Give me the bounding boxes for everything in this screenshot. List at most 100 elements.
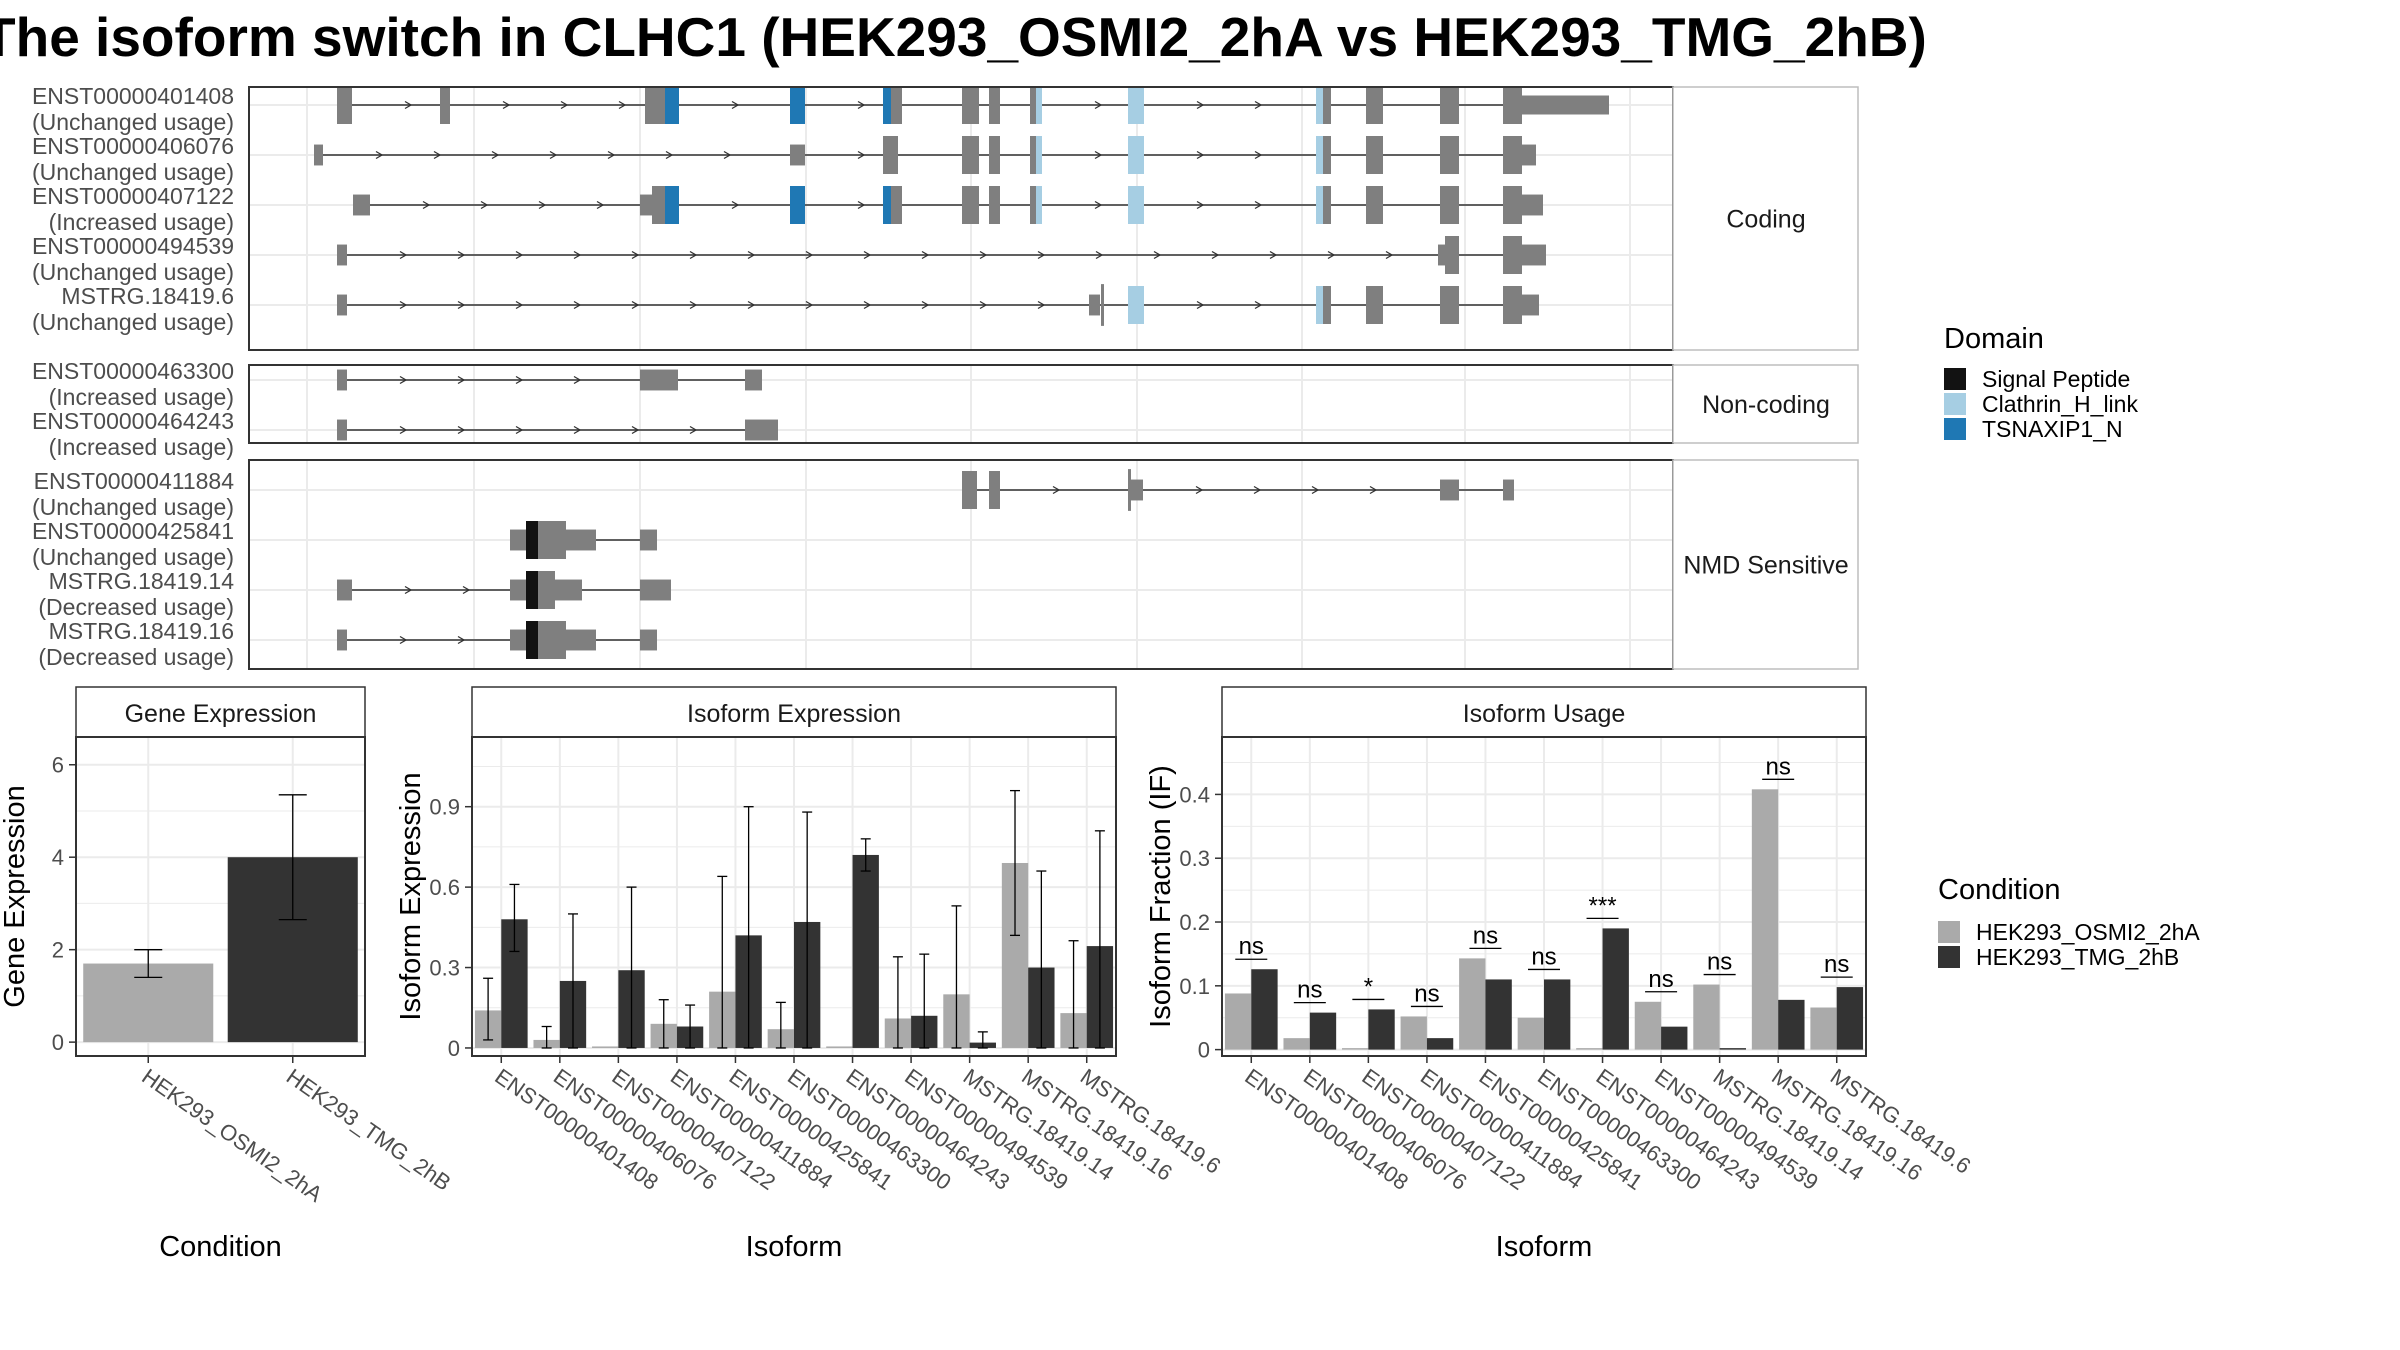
legend-key [1944, 368, 1966, 390]
x-axis-title: Condition [159, 1231, 282, 1263]
clathrin-domain-region [1316, 86, 1323, 124]
exon [1440, 86, 1459, 124]
intron-arrow [422, 200, 431, 210]
intron-arrow [1196, 300, 1205, 310]
exon [337, 369, 347, 391]
intron-arrow [573, 425, 582, 435]
intron-arrow [1153, 250, 1162, 260]
exon [1030, 86, 1036, 124]
exon [891, 186, 902, 224]
exon [745, 369, 762, 391]
exon [337, 294, 347, 316]
isoform-usage-label: (Unchanged usage) [32, 259, 234, 285]
exon [337, 419, 347, 441]
isoform-id-label: ENST00000494539 [32, 233, 234, 259]
bar [1342, 1048, 1369, 1050]
intron-arrow [689, 425, 698, 435]
intron-arrow [731, 200, 740, 210]
bar [1283, 1038, 1310, 1050]
exon [1323, 186, 1331, 224]
structure-strips: Coding Non-coding NMD Sensitive [248, 86, 1859, 670]
intron-arrow [747, 300, 756, 310]
plot-border [75, 736, 366, 1057]
clathrin-domain-region [1316, 286, 1323, 324]
bar [1778, 999, 1805, 1050]
intron-arrow [665, 150, 674, 160]
isoform-usage-label: (Decreased usage) [38, 644, 234, 670]
intron-arrow [747, 250, 756, 260]
exon [440, 86, 450, 124]
x-axis-title: Isoform [746, 1231, 843, 1263]
legend-key [1938, 946, 1960, 968]
y-tick-label: 0.3 [1179, 846, 1210, 871]
exon [1366, 186, 1383, 224]
intron-arrow [1254, 100, 1263, 110]
exon [1101, 284, 1104, 326]
intron-arrow [857, 150, 866, 160]
tsnaxip-domain-region [665, 186, 679, 224]
legend-key [1944, 393, 1966, 415]
isoform-id-label: ENST00000463300 [32, 358, 234, 384]
intron-arrow [457, 300, 466, 310]
isoform-id-label: MSTRG.18419.14 [49, 568, 235, 594]
clathrin-domain-region [1036, 136, 1042, 174]
bar [1485, 979, 1512, 1050]
exon [1030, 186, 1036, 224]
clathrin-domain-region [1036, 86, 1042, 124]
structure-panel-bg [249, 87, 1673, 350]
intron-arrow [618, 100, 627, 110]
intron-arrow [457, 375, 466, 385]
intron-arrow [404, 585, 413, 595]
tsnaxip-domain-region [790, 186, 805, 224]
bar [1368, 1009, 1395, 1050]
exon [1440, 186, 1459, 224]
isoform-usage-label: (Unchanged usage) [32, 159, 234, 185]
transcript-row [353, 186, 1543, 224]
intron-arrow [631, 250, 640, 260]
isoform-usage-label: (Increased usage) [49, 209, 234, 235]
isoform-id-label: ENST00000401408 [32, 83, 234, 109]
intron-arrow [538, 200, 547, 210]
intron-arrow [863, 300, 872, 310]
structure-rows [314, 86, 1609, 659]
intron-arrow [979, 300, 988, 310]
clathrin-domain-region [1316, 136, 1323, 174]
y-axis-title: Isoform Fraction (IF) [1145, 765, 1177, 1028]
significance-label: ns [1531, 943, 1556, 970]
intron-arrow [573, 250, 582, 260]
structure-labels: ENST00000401408(Unchanged usage)ENST0000… [32, 83, 234, 670]
intron-arrow [573, 300, 582, 310]
exon [314, 144, 323, 166]
exon [337, 244, 347, 266]
intron-arrow [1254, 300, 1263, 310]
intron-arrow [607, 150, 616, 160]
intron-arrow [1037, 300, 1046, 310]
exon [555, 579, 582, 601]
exon [510, 529, 526, 551]
strip-box [1672, 459, 1859, 670]
bar [1602, 928, 1629, 1050]
exon [1503, 136, 1522, 174]
bar [1719, 1048, 1746, 1050]
bar [1836, 987, 1864, 1050]
intron-arrow [515, 250, 524, 260]
intron-arrow [549, 150, 558, 160]
exon [1323, 86, 1331, 124]
isoform-usage-label: (Unchanged usage) [32, 494, 234, 520]
tsnaxip-domain-region [883, 86, 891, 124]
y-tick-label: 6 [52, 753, 64, 778]
isoform-usage-chart: Isoform Usage ns ns * ns ns ns *** ns ns ns ns 0 0.1 0… [1145, 686, 1975, 1263]
signal-peptide-region [526, 521, 538, 559]
bar [1751, 789, 1779, 1050]
exon [1440, 479, 1459, 501]
chart-title: Isoform Expression [687, 700, 901, 728]
exon [1503, 286, 1522, 324]
chart-strip [471, 686, 1117, 738]
exon [745, 419, 778, 441]
intron-arrow [979, 250, 988, 260]
bar [1544, 979, 1571, 1050]
intron-arrow [1269, 250, 1278, 260]
y-axis-title: Isoform Expression [395, 772, 427, 1020]
significance-label: * [1364, 973, 1373, 1000]
